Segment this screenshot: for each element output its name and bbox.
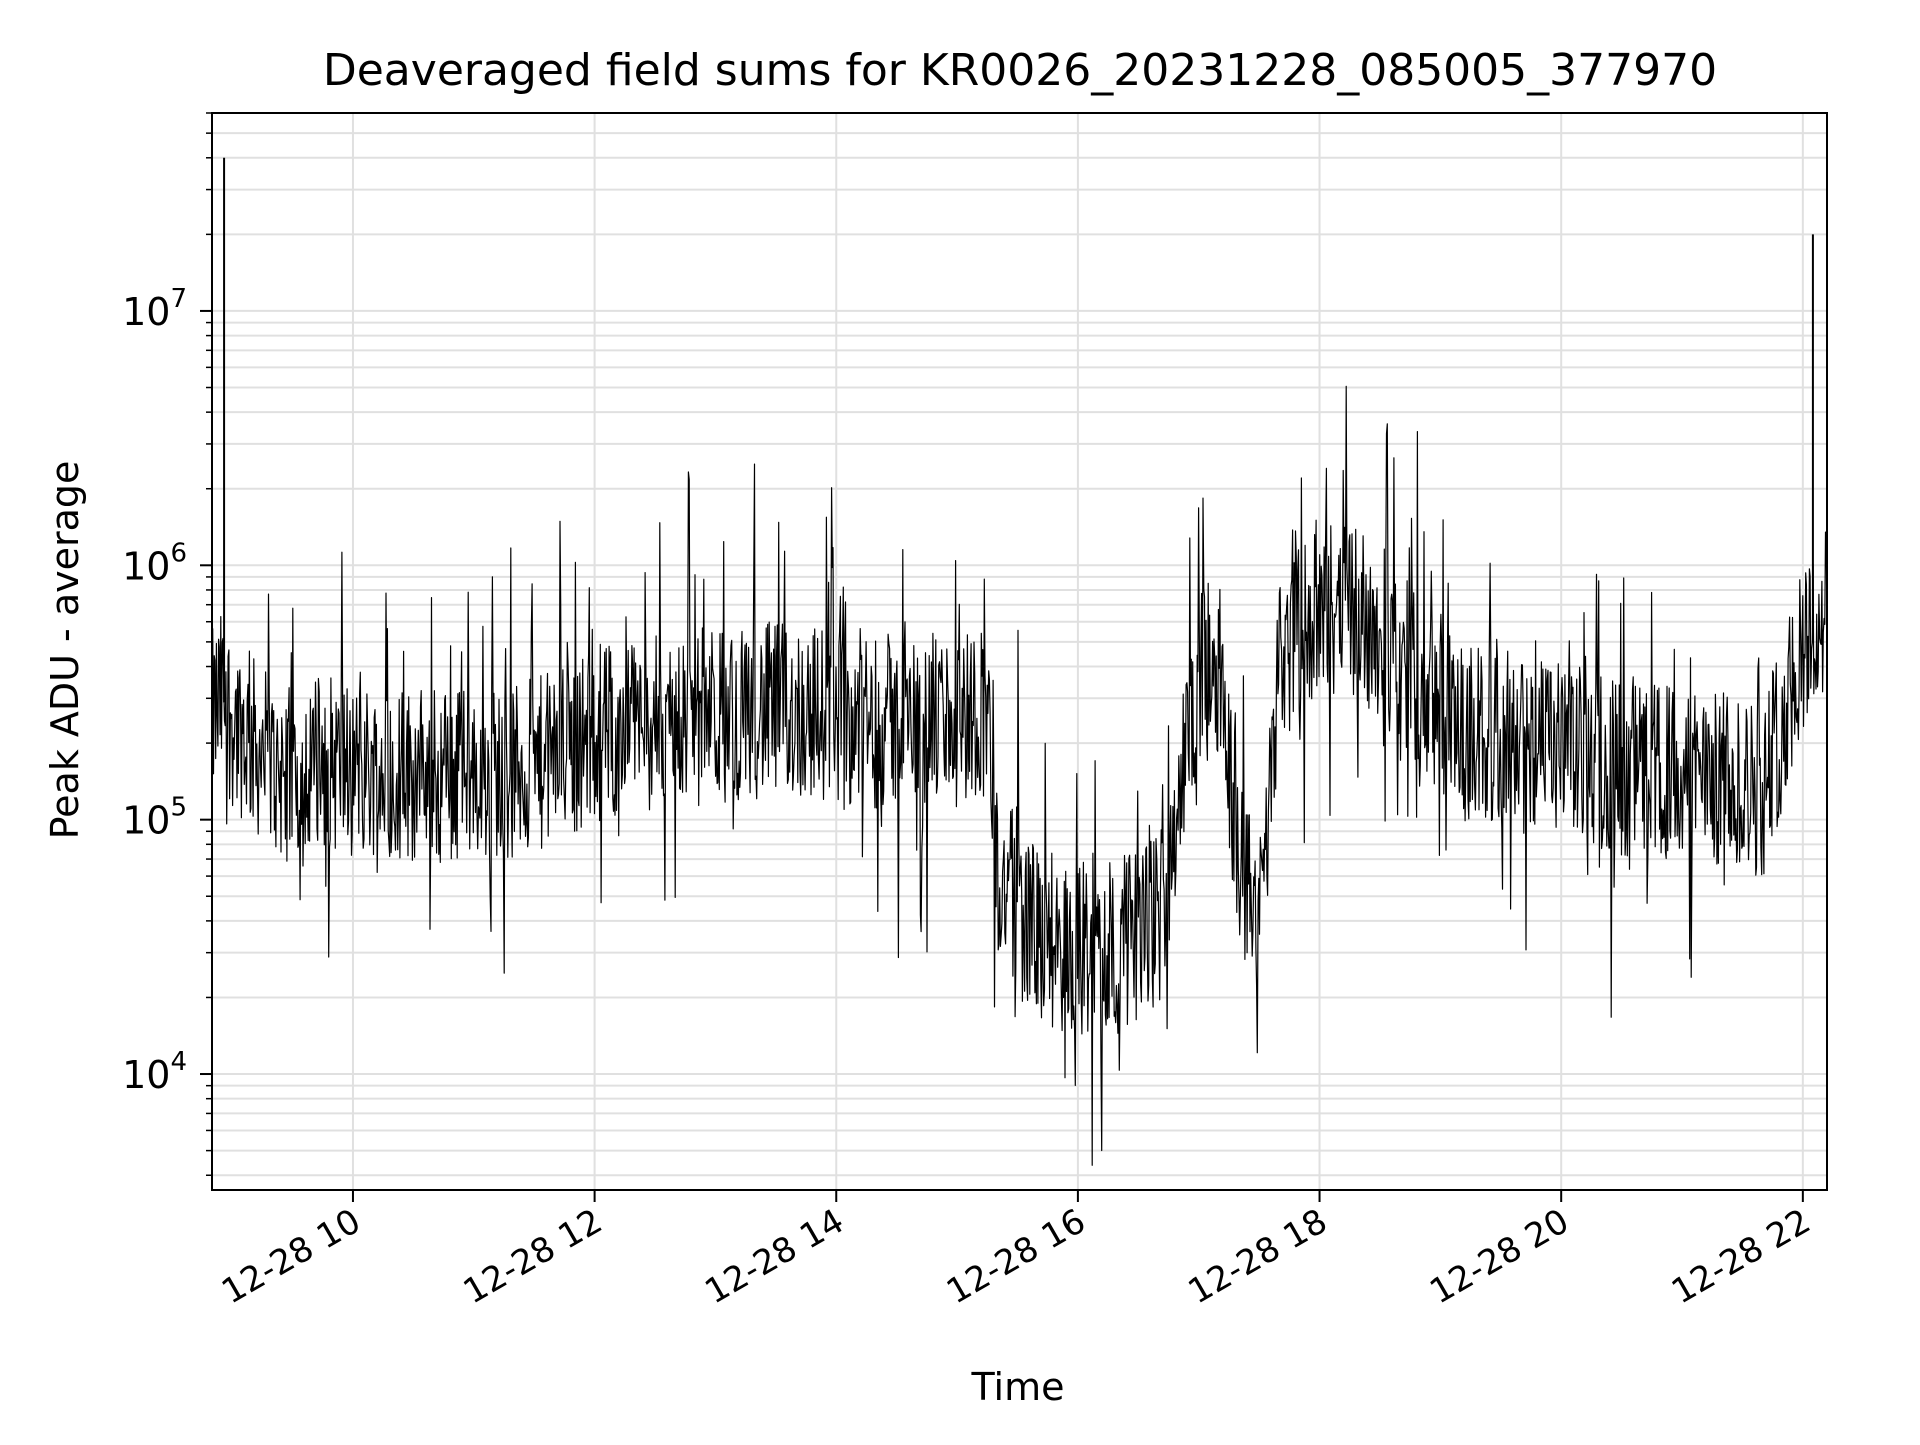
y-tick-label: 106 xyxy=(122,538,187,588)
y-axis-label: Peak ADU - average xyxy=(43,461,87,840)
y-axis: 104 105 106 107 xyxy=(122,112,212,1176)
data-line xyxy=(211,385,1828,1166)
plot-frame xyxy=(211,112,1828,1191)
chart-title: Deaveraged field sums for KR0026_2023122… xyxy=(323,45,1717,96)
y-tick-label: 105 xyxy=(122,793,187,843)
grid xyxy=(212,112,1827,1190)
x-axis-label: Time xyxy=(971,1365,1065,1409)
y-tick-label: 107 xyxy=(122,284,187,334)
y-tick-label: 104 xyxy=(122,1047,187,1097)
series-layer xyxy=(211,157,1828,1166)
